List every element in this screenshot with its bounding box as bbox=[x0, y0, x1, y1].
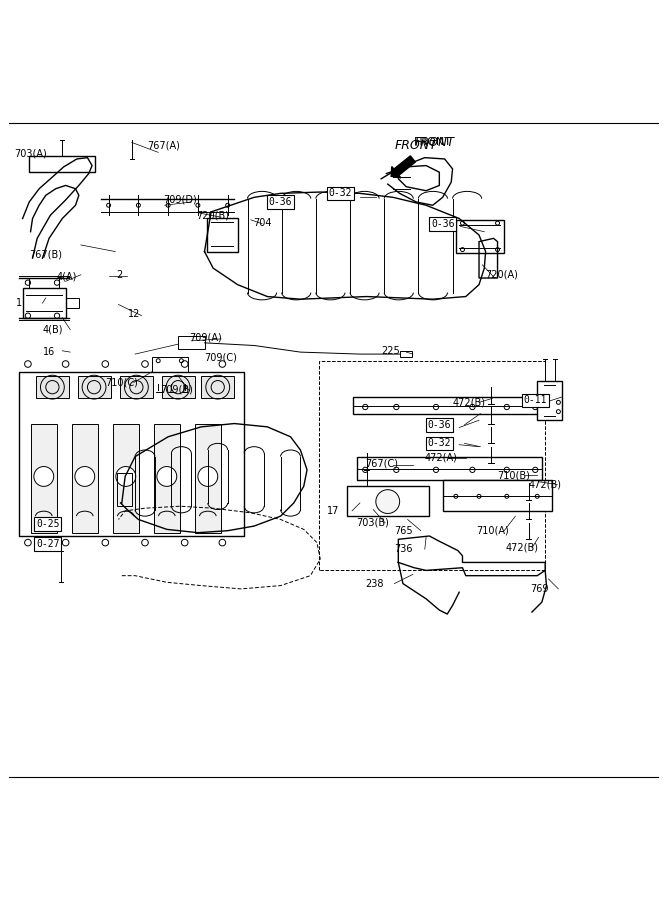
Circle shape bbox=[157, 466, 177, 486]
Text: 0-32: 0-32 bbox=[428, 438, 451, 448]
Text: 17: 17 bbox=[327, 506, 340, 516]
Text: 765: 765 bbox=[394, 526, 413, 536]
Text: 710(B): 710(B) bbox=[498, 470, 530, 480]
Circle shape bbox=[75, 466, 95, 486]
Polygon shape bbox=[354, 397, 545, 414]
Polygon shape bbox=[31, 424, 57, 533]
Polygon shape bbox=[19, 372, 244, 536]
Text: 0-36: 0-36 bbox=[269, 197, 292, 207]
Polygon shape bbox=[153, 424, 180, 533]
Text: 710(C): 710(C) bbox=[105, 377, 138, 388]
Text: 0-25: 0-25 bbox=[36, 519, 59, 529]
Polygon shape bbox=[207, 219, 237, 252]
Circle shape bbox=[198, 466, 217, 486]
Text: 0-36: 0-36 bbox=[428, 420, 451, 430]
Text: FRONT: FRONT bbox=[414, 136, 454, 149]
Polygon shape bbox=[161, 376, 195, 399]
FancyArrow shape bbox=[391, 156, 416, 178]
Polygon shape bbox=[195, 424, 221, 533]
Text: 0-11: 0-11 bbox=[524, 395, 547, 405]
Polygon shape bbox=[36, 376, 69, 399]
Text: 704: 704 bbox=[253, 218, 271, 228]
Text: 472(B): 472(B) bbox=[453, 398, 486, 408]
Circle shape bbox=[34, 466, 54, 486]
Text: 720(A): 720(A) bbox=[486, 270, 518, 280]
Text: 225: 225 bbox=[381, 346, 400, 356]
Text: 0-32: 0-32 bbox=[328, 188, 352, 198]
Polygon shape bbox=[120, 376, 153, 399]
Polygon shape bbox=[113, 424, 139, 533]
Text: FRONT: FRONT bbox=[414, 138, 452, 148]
Text: 238: 238 bbox=[366, 579, 384, 589]
Text: 767(B): 767(B) bbox=[29, 250, 62, 260]
Polygon shape bbox=[347, 486, 430, 516]
Text: 710(A): 710(A) bbox=[476, 526, 508, 536]
Text: 16: 16 bbox=[43, 347, 55, 357]
Text: 709(A): 709(A) bbox=[189, 333, 222, 343]
Polygon shape bbox=[71, 424, 98, 533]
Text: 0-27: 0-27 bbox=[36, 539, 59, 549]
Text: 1: 1 bbox=[16, 298, 22, 308]
Text: 709(C): 709(C) bbox=[205, 353, 237, 363]
Polygon shape bbox=[201, 376, 234, 399]
Text: 767(C): 767(C) bbox=[366, 458, 398, 468]
Text: 703(B): 703(B) bbox=[356, 518, 389, 527]
Text: 12: 12 bbox=[129, 310, 141, 320]
Text: 709(B): 709(B) bbox=[160, 384, 193, 394]
Text: 736: 736 bbox=[394, 544, 413, 554]
Text: 769: 769 bbox=[531, 584, 549, 594]
Polygon shape bbox=[77, 376, 111, 399]
Text: 709(D): 709(D) bbox=[163, 195, 197, 205]
Text: 767(A): 767(A) bbox=[147, 140, 180, 150]
Circle shape bbox=[116, 466, 135, 486]
Text: 703(A): 703(A) bbox=[15, 148, 47, 158]
Text: 4(B): 4(B) bbox=[43, 325, 63, 335]
Polygon shape bbox=[357, 456, 542, 480]
Text: 472(B): 472(B) bbox=[506, 543, 538, 553]
Polygon shape bbox=[443, 480, 552, 511]
Text: FRONT: FRONT bbox=[395, 140, 438, 152]
Circle shape bbox=[376, 490, 400, 514]
Text: 0-36: 0-36 bbox=[431, 219, 454, 229]
Polygon shape bbox=[479, 238, 498, 278]
Text: 720(B): 720(B) bbox=[196, 211, 229, 220]
Text: 472(B): 472(B) bbox=[529, 480, 562, 490]
Text: 472(A): 472(A) bbox=[425, 453, 458, 463]
Text: 4(A): 4(A) bbox=[57, 271, 77, 281]
Text: 2: 2 bbox=[117, 270, 123, 280]
Polygon shape bbox=[537, 381, 562, 420]
